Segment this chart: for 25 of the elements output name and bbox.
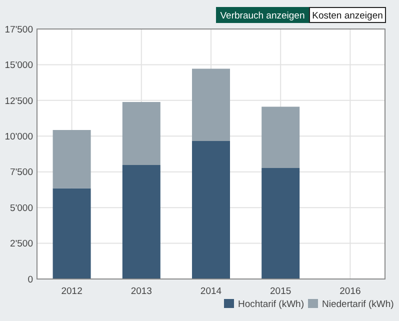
y-tick-label: 5'000	[10, 202, 33, 214]
legend-label: Hochtarif (kWh)	[238, 299, 304, 310]
y-tick-label: 15'000	[4, 60, 33, 72]
y-tick-label: 7'500	[10, 167, 33, 178]
y-tick-label: 2'500	[10, 238, 33, 250]
x-tick-label: 2012	[61, 286, 82, 297]
bar	[192, 68, 230, 141]
y-tick-label: 17'500	[4, 24, 33, 36]
x-tick-label: 2015	[270, 286, 292, 297]
y-tick-label: 10'000	[4, 131, 33, 142]
x-tick-label: 2014	[200, 286, 222, 297]
y-tick-label: 12'500	[4, 96, 33, 107]
y-tick-label: 0	[28, 274, 33, 286]
bar	[122, 102, 160, 165]
x-tick-label: 2016	[340, 286, 361, 297]
x-tick-label: 2013	[130, 286, 152, 297]
bar	[52, 130, 91, 188]
bar	[262, 168, 300, 279]
bar	[192, 141, 230, 279]
button: Verbrauch anzeigen	[216, 7, 309, 23]
bar	[52, 188, 91, 279]
bar	[262, 106, 300, 168]
bar	[122, 165, 160, 279]
button: Kosten anzeigen	[309, 7, 386, 23]
legend-label: Niedertarif (kWh)	[322, 299, 394, 310]
